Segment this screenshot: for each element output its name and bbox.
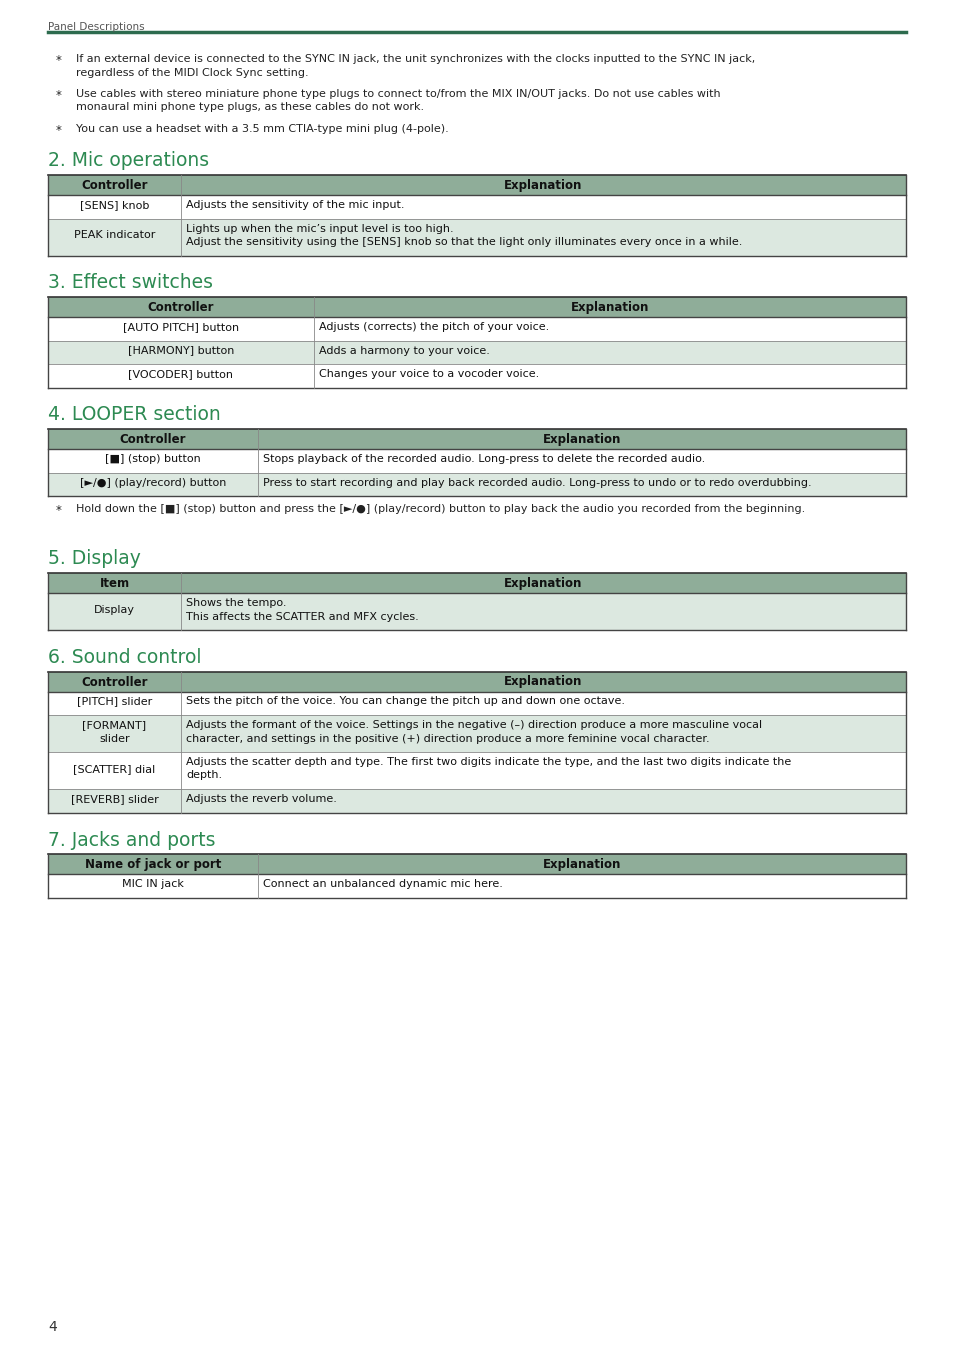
Text: Adjusts the formant of the voice. Settings in the negative (–) direction produce: Adjusts the formant of the voice. Settin…	[186, 720, 761, 730]
Text: monaural mini phone type plugs, as these cables do not work.: monaural mini phone type plugs, as these…	[76, 103, 424, 112]
Text: [►/●] (play/record) button: [►/●] (play/record) button	[80, 478, 226, 487]
Text: Use cables with stereo miniature phone type plugs to connect to/from the MIX IN/: Use cables with stereo miniature phone t…	[76, 89, 720, 99]
Text: 4: 4	[48, 1320, 56, 1334]
Text: Explanation: Explanation	[504, 576, 582, 590]
Text: [SCATTER] dial: [SCATTER] dial	[73, 764, 155, 774]
Text: Hold down the [■] (stop) button and press the [►/●] (play/record) button to play: Hold down the [■] (stop) button and pres…	[76, 504, 804, 514]
Text: Explanation: Explanation	[542, 859, 620, 871]
Text: Controller: Controller	[148, 301, 214, 315]
Text: Item: Item	[99, 576, 130, 590]
Text: If an external device is connected to the SYNC IN jack, the unit synchronizes wi: If an external device is connected to th…	[76, 54, 755, 63]
Text: [HARMONY] button: [HARMONY] button	[128, 346, 233, 355]
Bar	[48, 788, 905, 813]
Text: 7. Jacks and ports: 7. Jacks and ports	[48, 830, 215, 849]
Text: *: *	[56, 54, 62, 68]
Text: [VOCODER] button: [VOCODER] button	[129, 369, 233, 379]
Text: depth.: depth.	[186, 771, 222, 780]
Text: MIC IN jack: MIC IN jack	[122, 879, 184, 890]
Text: This affects the SCATTER and MFX cycles.: This affects the SCATTER and MFX cycles.	[186, 612, 418, 621]
Text: character, and settings in the positive (+) direction produce a more feminine vo: character, and settings in the positive …	[186, 733, 709, 744]
Text: 3. Effect switches: 3. Effect switches	[48, 274, 213, 293]
Bar	[48, 176, 905, 194]
Text: [REVERB] slider: [REVERB] slider	[71, 794, 158, 805]
Text: Sets the pitch of the voice. You can change the pitch up and down one octave.: Sets the pitch of the voice. You can cha…	[186, 697, 624, 706]
Text: *: *	[56, 124, 62, 136]
Bar	[48, 297, 905, 317]
Text: Panel Descriptions: Panel Descriptions	[48, 22, 145, 32]
Text: Changes your voice to a vocoder voice.: Changes your voice to a vocoder voice.	[318, 369, 538, 379]
Text: Adds a harmony to your voice.: Adds a harmony to your voice.	[318, 346, 489, 355]
Text: [PITCH] slider: [PITCH] slider	[77, 697, 152, 706]
Bar	[48, 219, 905, 255]
Text: 2. Mic operations: 2. Mic operations	[48, 151, 209, 170]
Text: [AUTO PITCH] button: [AUTO PITCH] button	[123, 323, 239, 332]
Text: Explanation: Explanation	[570, 301, 648, 315]
Text: Display: Display	[94, 605, 135, 614]
Text: Explanation: Explanation	[504, 180, 582, 192]
Text: *: *	[56, 89, 62, 103]
Text: [FORMANT]: [FORMANT]	[82, 720, 147, 730]
Text: *: *	[56, 504, 62, 517]
Bar	[48, 671, 905, 691]
Text: Stops playback of the recorded audio. Long-press to delete the recorded audio.: Stops playback of the recorded audio. Lo…	[263, 454, 704, 464]
Text: You can use a headset with a 3.5 mm CTIA-type mini plug (4-pole).: You can use a headset with a 3.5 mm CTIA…	[76, 124, 448, 134]
Text: Adjusts the sensitivity of the mic input.: Adjusts the sensitivity of the mic input…	[186, 200, 404, 211]
Bar	[48, 340, 905, 364]
Text: Adjusts (corrects) the pitch of your voice.: Adjusts (corrects) the pitch of your voi…	[318, 323, 549, 332]
Bar	[48, 716, 905, 752]
Text: 6. Sound control: 6. Sound control	[48, 648, 201, 667]
Text: Lights up when the mic’s input level is too high.: Lights up when the mic’s input level is …	[186, 224, 453, 234]
Text: Shows the tempo.: Shows the tempo.	[186, 598, 286, 608]
Bar	[48, 572, 905, 593]
Text: Press to start recording and play back recorded audio. Long-press to undo or to : Press to start recording and play back r…	[263, 478, 811, 487]
Text: Adjusts the reverb volume.: Adjusts the reverb volume.	[186, 794, 336, 805]
Bar	[48, 593, 905, 630]
Text: Explanation: Explanation	[542, 433, 620, 446]
Text: Adjust the sensitivity using the [SENS] knob so that the light only illuminates : Adjust the sensitivity using the [SENS] …	[186, 238, 741, 247]
Text: PEAK indicator: PEAK indicator	[73, 231, 155, 240]
Text: 5. Display: 5. Display	[48, 549, 141, 568]
Text: Controller: Controller	[81, 180, 148, 192]
Bar	[48, 855, 905, 873]
Text: Adjusts the scatter depth and type. The first two digits indicate the type, and : Adjusts the scatter depth and type. The …	[186, 757, 790, 767]
Text: Controller: Controller	[120, 433, 186, 446]
Text: regardless of the MIDI Clock Sync setting.: regardless of the MIDI Clock Sync settin…	[76, 68, 309, 77]
Bar	[48, 429, 905, 450]
Text: Connect an unbalanced dynamic mic here.: Connect an unbalanced dynamic mic here.	[263, 879, 502, 890]
Text: Controller: Controller	[81, 675, 148, 688]
Text: slider: slider	[99, 733, 130, 744]
Text: Name of jack or port: Name of jack or port	[85, 859, 221, 871]
Bar	[48, 472, 905, 495]
Text: [■] (stop) button: [■] (stop) button	[105, 454, 201, 464]
Text: Explanation: Explanation	[504, 675, 582, 688]
Text: [SENS] knob: [SENS] knob	[80, 200, 149, 211]
Text: 4. LOOPER section: 4. LOOPER section	[48, 405, 220, 424]
